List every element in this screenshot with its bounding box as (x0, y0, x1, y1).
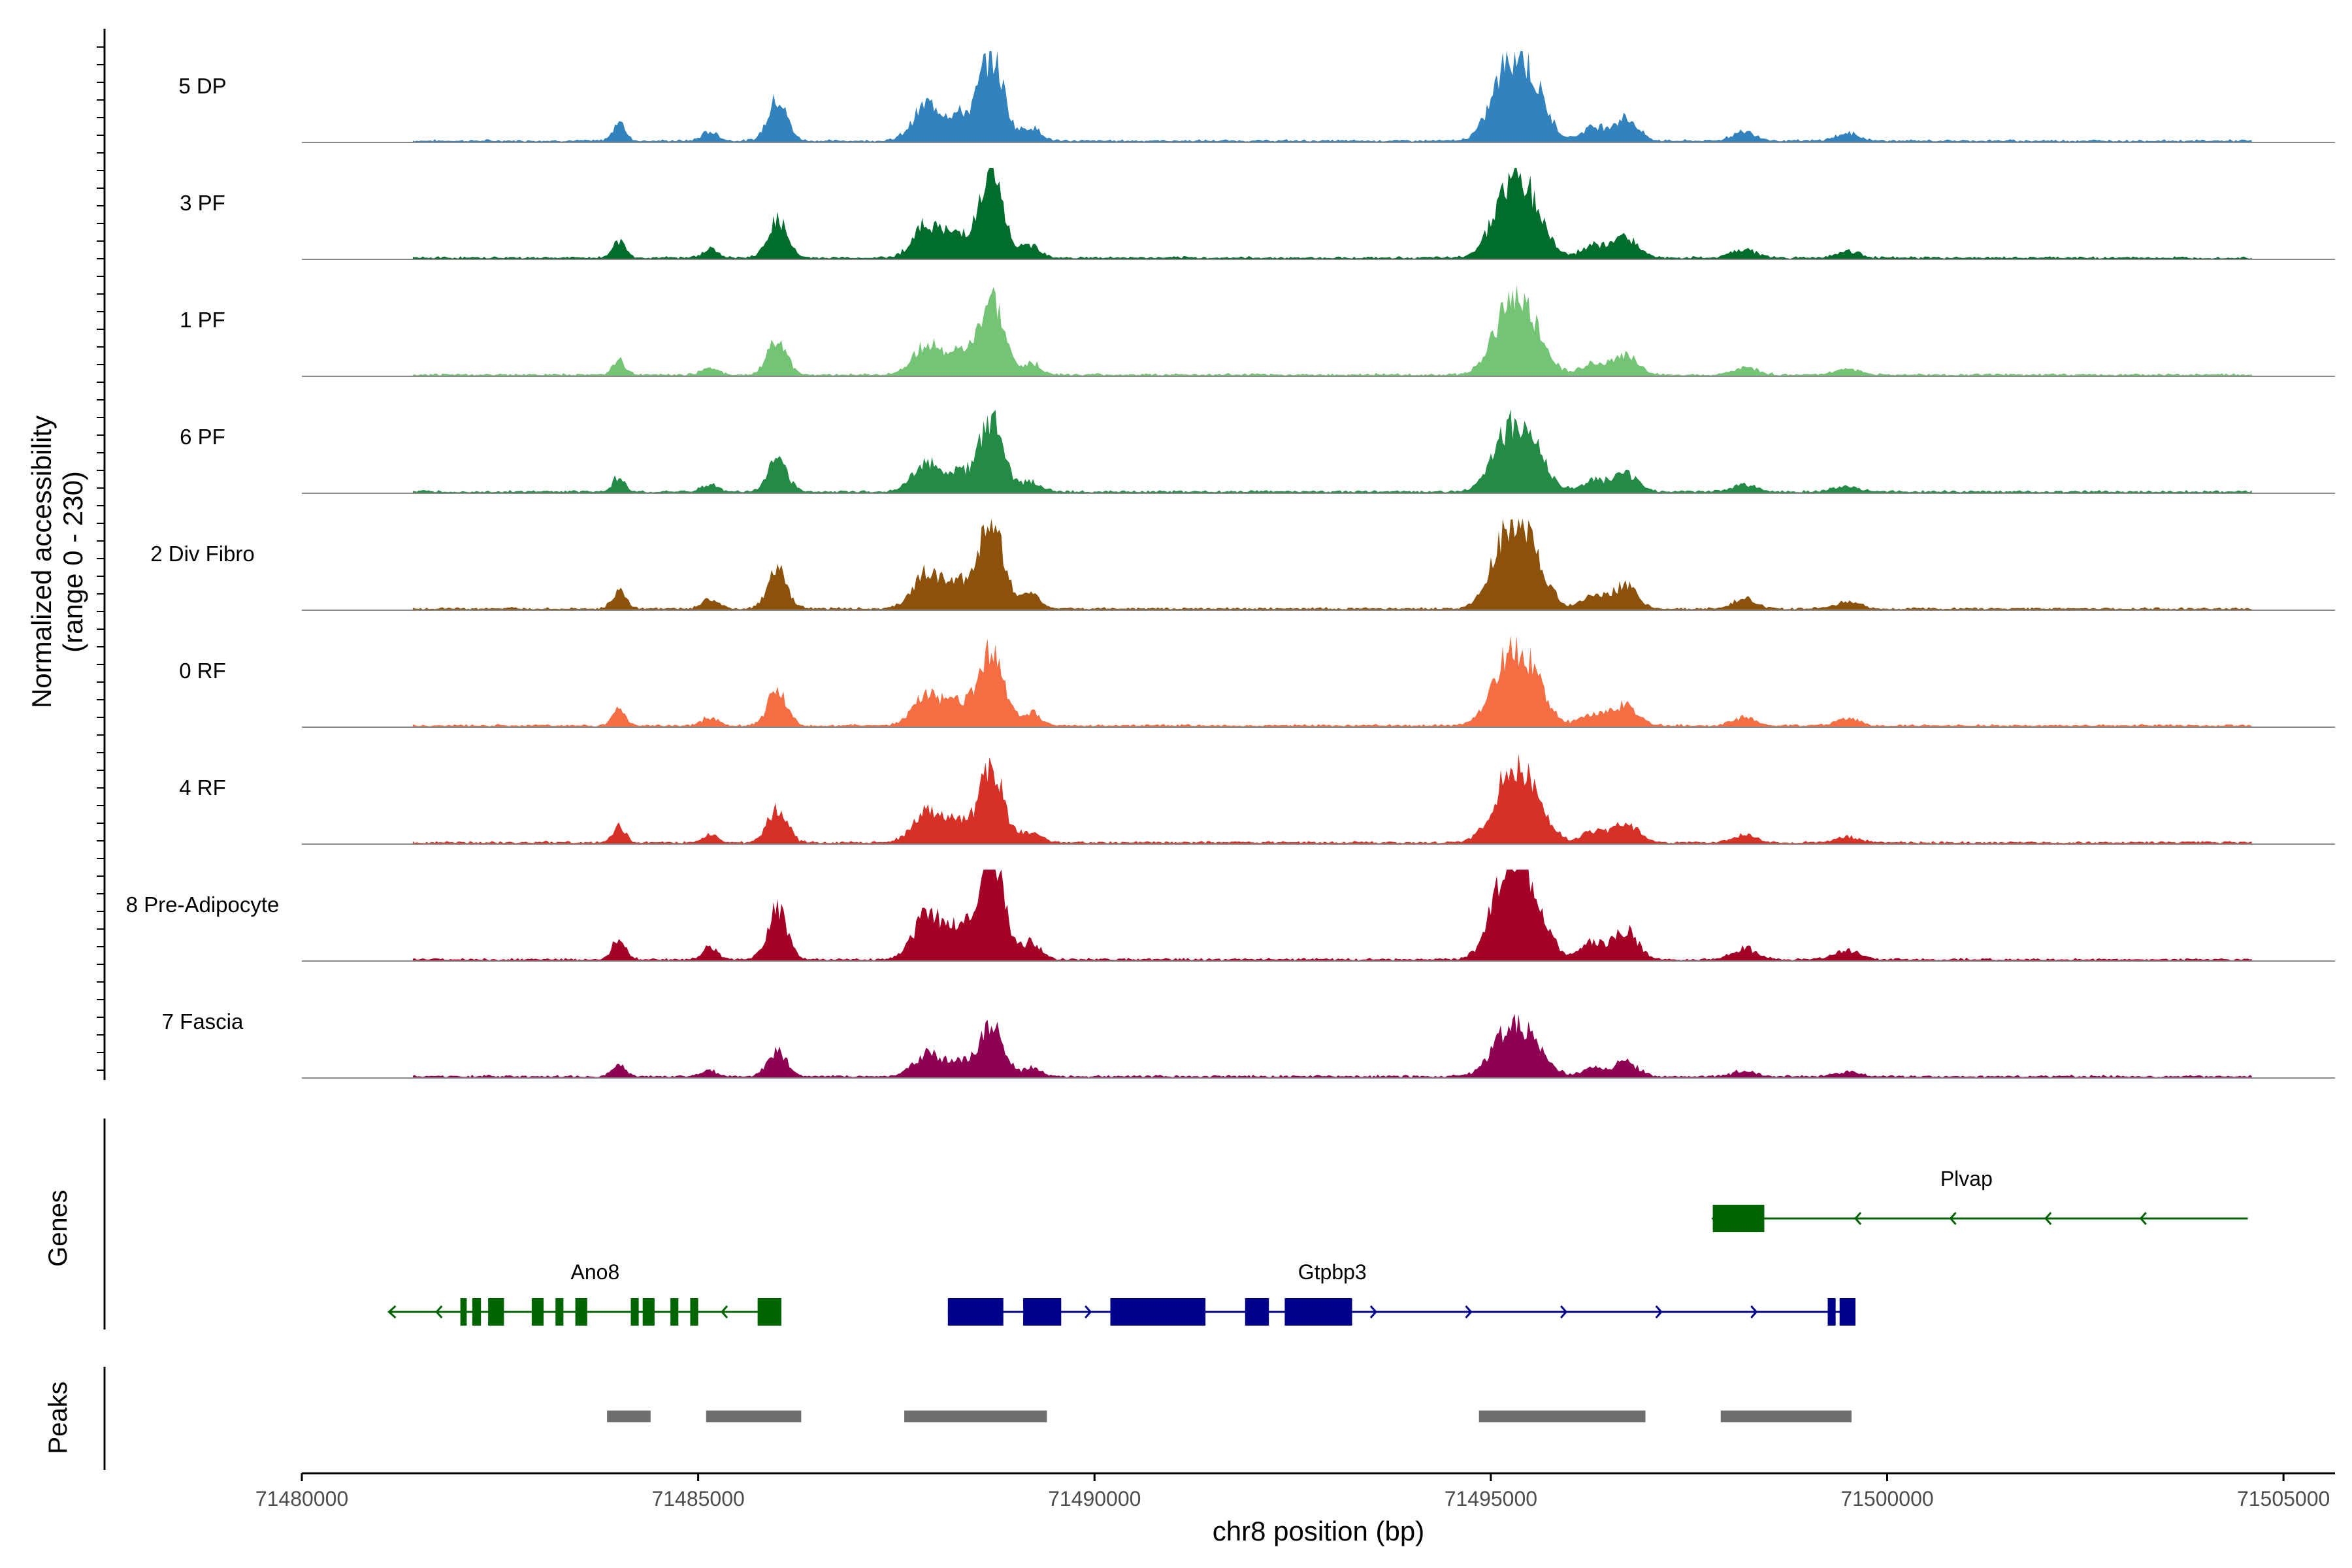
coverage-tracks: 5 DP 3 PF 1 PF 6 PF 2 Div Fibro 0 RF 4 RF 8 Pre… (126, 51, 2335, 1079)
peak-region (607, 1411, 651, 1422)
strand-arrow (1085, 1305, 1092, 1318)
peaks-panel-label: Peaks (44, 1381, 73, 1454)
gene-gtpbp3: Gtpbp3 (947, 1260, 1855, 1326)
gene-plvap: Plvap (1711, 1167, 2248, 1232)
x-axis-title: chr8 position (bp) (1213, 1516, 1425, 1546)
coverage-signal (412, 409, 2252, 493)
track-label: 2 Div Fibro (150, 542, 255, 566)
track-label: 3 PF (180, 191, 225, 215)
gene-annotations: Ano8 Gtpbp3 Plvap (387, 1167, 2248, 1326)
x-tick-label: 71480000 (255, 1487, 348, 1511)
x-tick-label: 71495000 (1445, 1487, 1537, 1511)
exon (947, 1298, 1004, 1326)
coverage-signal (412, 168, 2252, 259)
track-label: 6 PF (180, 425, 225, 449)
coverage-signal (412, 519, 2252, 610)
gene-ano8: Ano8 (387, 1260, 782, 1326)
strand-arrow (1854, 1212, 1862, 1225)
strand-arrow (1369, 1305, 1377, 1318)
exon (1245, 1298, 1269, 1326)
strand-arrow (1949, 1212, 1957, 1225)
exon (1827, 1298, 1836, 1326)
strand-arrow (2139, 1212, 2147, 1225)
track-7-fascia: 7 Fascia (162, 1009, 2335, 1079)
coverage-signal (412, 51, 2252, 142)
peak-region (706, 1411, 802, 1422)
peak-region (904, 1411, 1047, 1422)
exon (1839, 1298, 1855, 1326)
strand-arrow (1750, 1305, 1758, 1318)
strand-arrow (1465, 1305, 1473, 1318)
strand-arrow (1560, 1305, 1568, 1318)
track-label: 7 Fascia (162, 1009, 244, 1034)
coverage-signal (412, 285, 2252, 376)
coverage-signal (412, 753, 2252, 844)
track-3-pf: 3 PF (180, 168, 2335, 260)
track-6-pf: 6 PF (180, 409, 2335, 494)
exon (1110, 1298, 1206, 1326)
exon (757, 1298, 782, 1326)
track-label: 1 PF (180, 308, 225, 332)
strand-arrow (435, 1305, 443, 1318)
track-8-pre-adipocyte: 8 Pre-Adipocyte (126, 870, 2335, 962)
exon (690, 1298, 698, 1326)
exon (488, 1298, 504, 1326)
exon (670, 1298, 679, 1326)
x-tick-label: 71505000 (2237, 1487, 2330, 1511)
exon (555, 1298, 564, 1326)
track-5-dp: 5 DP (178, 51, 2335, 143)
peak-annotations (607, 1411, 1852, 1422)
genes-panel-label: Genes (44, 1190, 73, 1267)
track-label: 8 Pre-Adipocyte (126, 892, 280, 917)
track-4-rf: 4 RF (179, 753, 2335, 845)
y-axis-title-line2: (range 0 - 230) (57, 471, 88, 653)
strand-arrow (1655, 1305, 1663, 1318)
exon (460, 1298, 467, 1326)
x-tick-label: 71500000 (1840, 1487, 1933, 1511)
y-axis-title-line1: Normalized accessibility (26, 416, 57, 708)
y-minor-ticks (97, 46, 105, 1071)
coverage-signal (412, 636, 2252, 727)
track-2-div-fibro: 2 Div Fibro (150, 519, 2335, 611)
exon (642, 1298, 655, 1326)
track-label: 0 RF (179, 659, 226, 683)
exon (472, 1298, 482, 1326)
exon (531, 1298, 544, 1326)
gene-label: Plvap (1940, 1167, 1993, 1190)
exon (1712, 1205, 1765, 1232)
coverage-signal (412, 870, 2252, 961)
track-0-rf: 0 RF (179, 636, 2335, 728)
coverage-signal (412, 1013, 2252, 1078)
x-axis-ticks: 71480000 71485000 71490000 71495000 71500000… (255, 1473, 2330, 1511)
exon (1284, 1298, 1352, 1326)
exon (630, 1298, 639, 1326)
exon (1023, 1298, 1062, 1326)
strand-arrow (2044, 1212, 2052, 1225)
track-1-pf: 1 PF (180, 285, 2335, 377)
strand-arrow (387, 1305, 397, 1319)
track-label: 4 RF (179, 776, 226, 800)
peak-region (1478, 1411, 1646, 1422)
gene-label: Ano8 (571, 1260, 620, 1284)
gene-label: Gtpbp3 (1298, 1260, 1367, 1284)
track-label: 5 DP (178, 74, 226, 98)
exon (575, 1298, 587, 1326)
strand-arrow (721, 1305, 728, 1318)
x-tick-label: 71490000 (1048, 1487, 1141, 1511)
x-tick-label: 71485000 (651, 1487, 744, 1511)
peak-region (1720, 1411, 1852, 1422)
